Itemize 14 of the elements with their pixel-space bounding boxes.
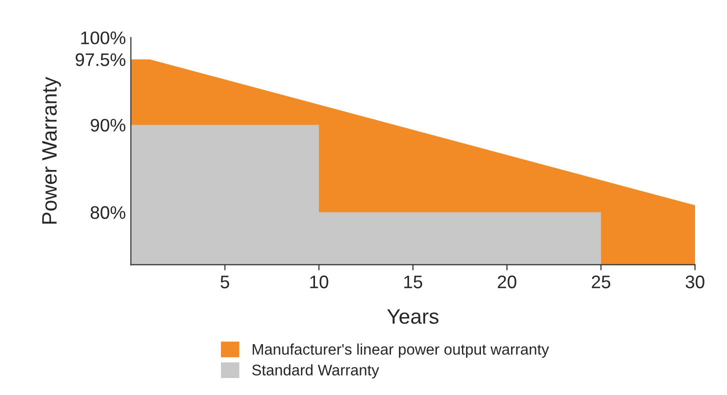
x-axis-title: Years	[387, 309, 438, 324]
y-axis-title: Power Warranty	[42, 76, 61, 224]
y-tick-label: 97.5%	[76, 53, 126, 66]
legend-label: Manufacturer's linear power output warranty	[252, 344, 550, 358]
y-tick-label: 90%	[90, 118, 126, 132]
x-tick-label: 30	[686, 276, 704, 288]
x-tick-label: 15	[404, 276, 422, 288]
x-tick-label: 25	[592, 276, 610, 288]
y-tick-label: 100%	[81, 31, 126, 44]
legend-label: Standard Warranty	[252, 364, 380, 378]
x-tick-label: 20	[498, 276, 516, 288]
y-tick-label: 80%	[90, 206, 126, 219]
x-tick-label: 10	[310, 276, 328, 288]
x-tick-label: 5	[220, 276, 230, 288]
